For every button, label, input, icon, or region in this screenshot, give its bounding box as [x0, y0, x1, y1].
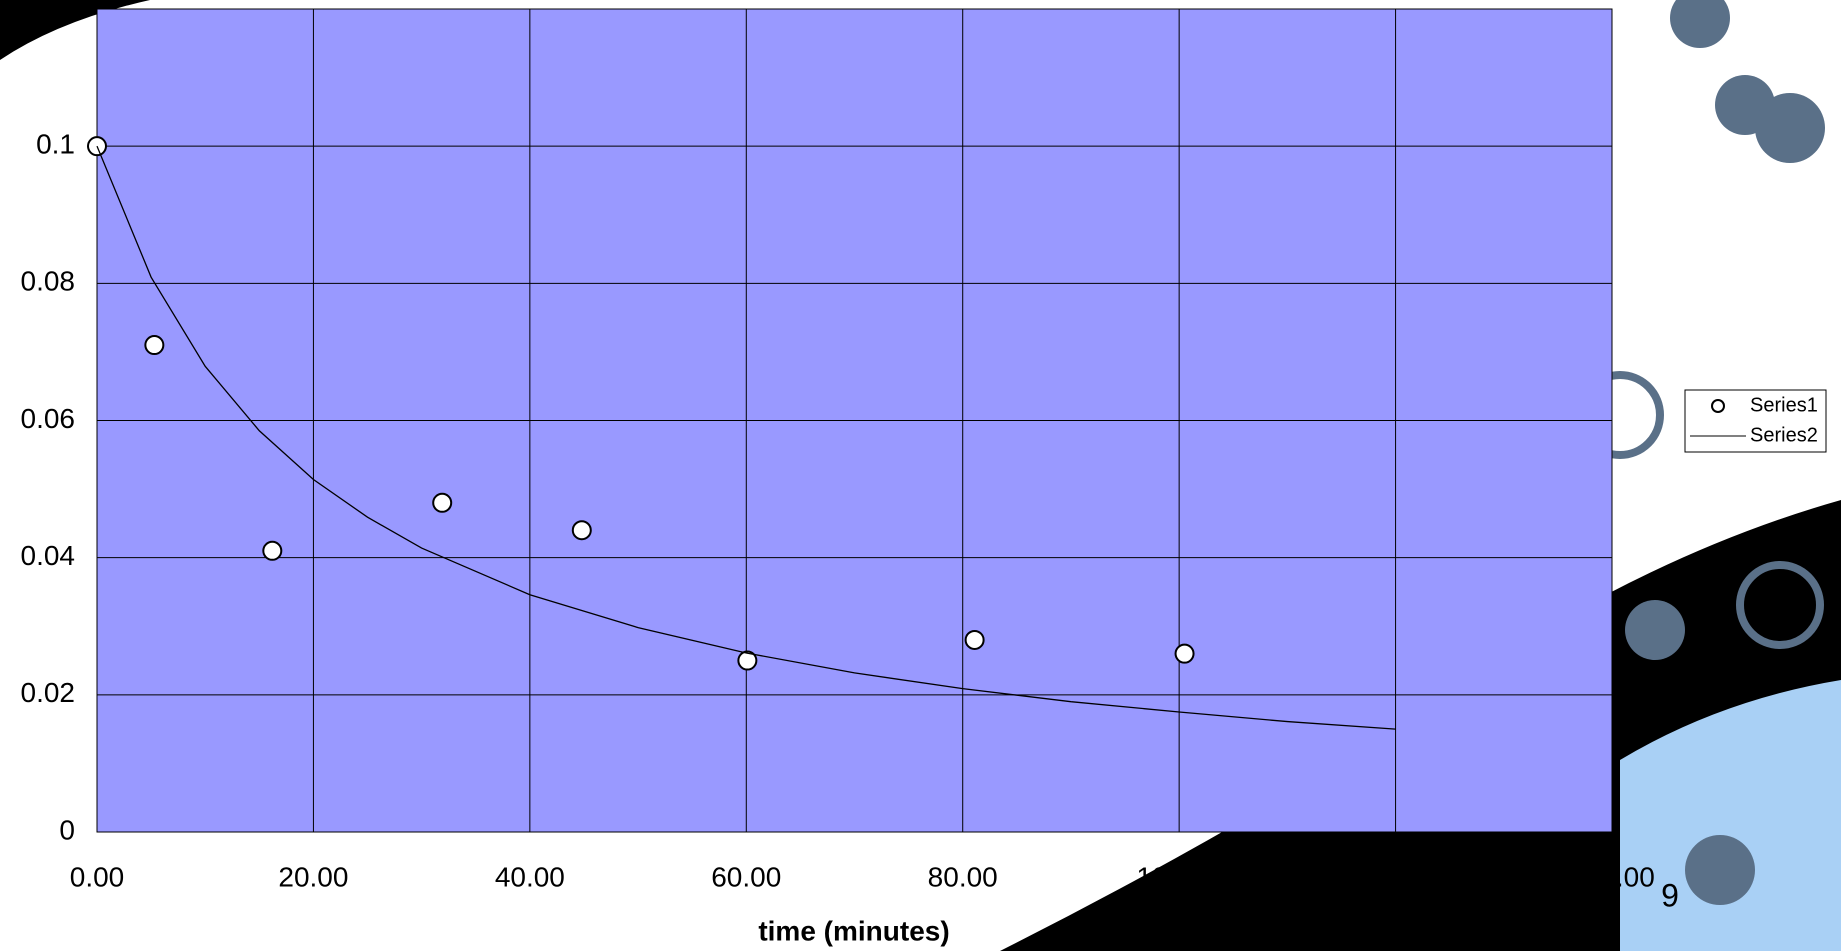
legend-label: Series2 — [1750, 424, 1818, 446]
x-tick-label: 40.00 — [495, 861, 565, 892]
data-point — [433, 494, 451, 512]
x-tick-label: 0.00 — [70, 861, 125, 892]
x-tick-label: 140.00 — [1569, 861, 1655, 892]
y-tick-label: 0 — [59, 814, 75, 845]
y-tick-label: 0.06 — [21, 403, 76, 434]
y-tick-label: 0.02 — [21, 677, 76, 708]
slide-number: 9 — [1661, 877, 1679, 913]
data-point — [263, 542, 281, 560]
chart: 9 time (minutes) 0 0.02 0.04 0.06 0.08 0.1 0.0… — [0, 0, 1841, 951]
legend-marker — [1712, 400, 1724, 412]
data-point — [145, 336, 163, 354]
page: {"chart_data": {"type": "scatter", "x_la… — [0, 0, 1841, 951]
x-tick-label: 100.00 — [1136, 861, 1222, 892]
x-axis-label: time (minutes) — [758, 915, 949, 946]
y-tick-label: 0.1 — [36, 129, 75, 160]
data-point — [966, 631, 984, 649]
x-tick-label: 120.00 — [1353, 861, 1439, 892]
x-tick-label: 80.00 — [928, 861, 998, 892]
data-point — [1176, 645, 1194, 663]
y-tick-label: 0.08 — [21, 266, 76, 297]
data-point — [573, 521, 591, 539]
x-tick-label: 20.00 — [278, 861, 348, 892]
legend-label: Series1 — [1750, 394, 1818, 416]
y-tick-label: 0.04 — [21, 540, 76, 571]
x-tick-label: 60.00 — [711, 861, 781, 892]
